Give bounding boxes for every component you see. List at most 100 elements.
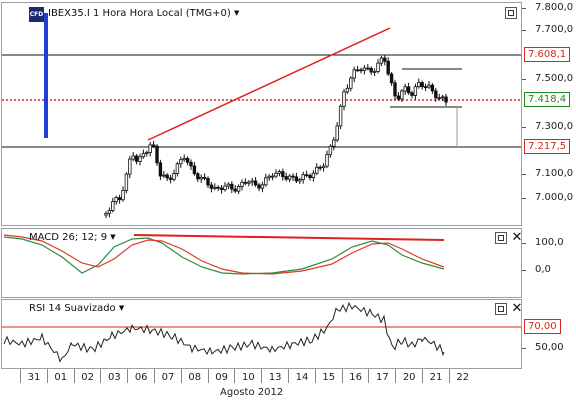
candle-body <box>185 157 190 163</box>
instrument-title-text: IBEX35.I 1 Hora Hora Local (TMG+0) <box>48 8 231 19</box>
price-pane: CFD IBEX35.I 1 Hora Hora Local (TMG+0) ▼… <box>1 0 576 226</box>
rsi-pane: RSI 14 Suavizado ▼ ✕ 70,00 50,00 <box>0 299 576 369</box>
day-label: 08 <box>188 372 202 383</box>
candle-body <box>202 176 207 179</box>
candle-body <box>216 186 220 189</box>
price-tick: 7.300,0 <box>535 121 574 132</box>
candle-body <box>287 175 292 180</box>
price-tick: 7.500,0 <box>535 73 574 84</box>
rising-trendline <box>147 27 391 141</box>
candle-body <box>427 84 431 88</box>
candle-body <box>250 180 254 183</box>
candle-body <box>226 183 231 187</box>
candle-body <box>209 184 214 189</box>
macd-title[interactable]: MACD 26; 12; 9 ▼ <box>29 232 116 243</box>
candle-body <box>359 69 363 72</box>
candle-body <box>430 84 435 92</box>
rsi-title[interactable]: RSI 14 Suavizado ▼ <box>29 303 124 314</box>
candle-body <box>223 185 227 191</box>
candle-body <box>366 67 370 70</box>
chevron-down-icon[interactable]: ▼ <box>110 233 116 241</box>
day-label: 06 <box>134 372 148 383</box>
candle-body <box>131 155 135 160</box>
candle-body <box>264 177 268 186</box>
candle-body <box>148 144 152 153</box>
day-separator <box>127 369 129 383</box>
rsi-title-text: RSI 14 Suavizado <box>29 303 116 314</box>
day-separator <box>234 369 236 383</box>
candle-body <box>379 57 384 64</box>
candle-body <box>189 161 193 167</box>
day-label: 14 <box>295 372 309 383</box>
candle-body <box>355 69 360 72</box>
macd-close-icon[interactable]: ✕ <box>511 230 522 245</box>
candle-body <box>168 177 173 180</box>
time-axis: 31 01 02 03 06 07 08 09 10 13 14 15 16 17 20 21 22 Agost… <box>0 369 576 400</box>
price-axis: 7.800,0 7.700,0 7.500,0 7.300,0 7.100,0 … <box>522 0 576 226</box>
macd-plot[interactable]: MACD 26; 12; 9 ▼ ✕ <box>1 228 522 298</box>
price-tick: 7.000,0 <box>535 192 574 203</box>
candle-body <box>444 96 448 103</box>
candle-body <box>410 92 414 96</box>
instrument-title[interactable]: IBEX35.I 1 Hora Hora Local (TMG+0) ▼ <box>48 8 239 19</box>
day-label: 03 <box>108 372 121 383</box>
day-separator <box>288 369 289 383</box>
candle-body <box>175 163 180 174</box>
rsi-level-tag: 70,00 <box>524 319 561 334</box>
macd-pane: MACD 26; 12; 9 ▼ ✕ 100,0 0,0 <box>0 228 576 298</box>
candle-body <box>243 181 248 184</box>
candle-body <box>274 172 278 177</box>
price-chart <box>2 13 521 218</box>
macd-tick: 100,0 <box>535 237 564 248</box>
candle-body <box>141 153 146 158</box>
day-label: 10 <box>242 372 255 383</box>
broker-logo: CFD <box>29 7 44 22</box>
day-label: 22 <box>456 372 470 383</box>
macd-maximize-button[interactable] <box>495 232 507 244</box>
candle-body <box>277 171 282 174</box>
price-plot[interactable]: CFD IBEX35.I 1 Hora Hora Local (TMG+0) ▼ <box>1 2 522 226</box>
month-label: Agosto 2012 <box>220 387 284 398</box>
candle-body <box>434 90 438 99</box>
macd-chart <box>3 234 445 275</box>
rsi-plot[interactable]: RSI 14 Suavizado ▼ ✕ <box>1 299 522 369</box>
day-separator <box>207 369 209 383</box>
candle-body <box>213 186 217 189</box>
price-tag-support: 7.217,5 <box>524 139 571 154</box>
candle-body <box>219 187 224 191</box>
day-label: 15 <box>322 372 336 383</box>
candle-body <box>128 158 132 175</box>
day-label: 07 <box>161 372 175 383</box>
window-icon <box>508 10 514 16</box>
macd-tick: 0,0 <box>535 264 551 275</box>
candle-body <box>165 174 169 179</box>
price-tick: 7.800,0 <box>535 2 574 13</box>
day-separator <box>448 369 450 383</box>
candle-body <box>284 176 288 180</box>
candle-body <box>352 69 356 79</box>
candle-body <box>308 174 312 179</box>
candle-body <box>233 188 237 192</box>
maximize-button[interactable] <box>505 7 517 19</box>
candle-body <box>332 139 336 147</box>
candle-body <box>182 157 186 161</box>
candle-body <box>413 86 418 96</box>
day-label: 01 <box>54 372 68 383</box>
candle-body <box>196 173 200 180</box>
rsi-close-icon[interactable]: ✕ <box>511 301 522 316</box>
day-separator <box>368 369 370 383</box>
candle-body <box>192 165 197 175</box>
candle-body <box>199 176 203 180</box>
chevron-down-icon[interactable]: ▼ <box>233 9 240 17</box>
candle-body <box>124 173 129 191</box>
candle-body <box>281 171 285 177</box>
candle-body <box>107 210 112 214</box>
rsi-maximize-button[interactable] <box>495 303 507 315</box>
chevron-down-icon[interactable]: ▼ <box>118 304 125 312</box>
candle-body <box>230 183 234 190</box>
day-separator <box>180 369 182 383</box>
candle-body <box>325 154 329 167</box>
candle-body <box>345 87 350 93</box>
candle-body <box>253 180 258 186</box>
rsi-axis: 70,00 50,00 <box>522 299 576 369</box>
